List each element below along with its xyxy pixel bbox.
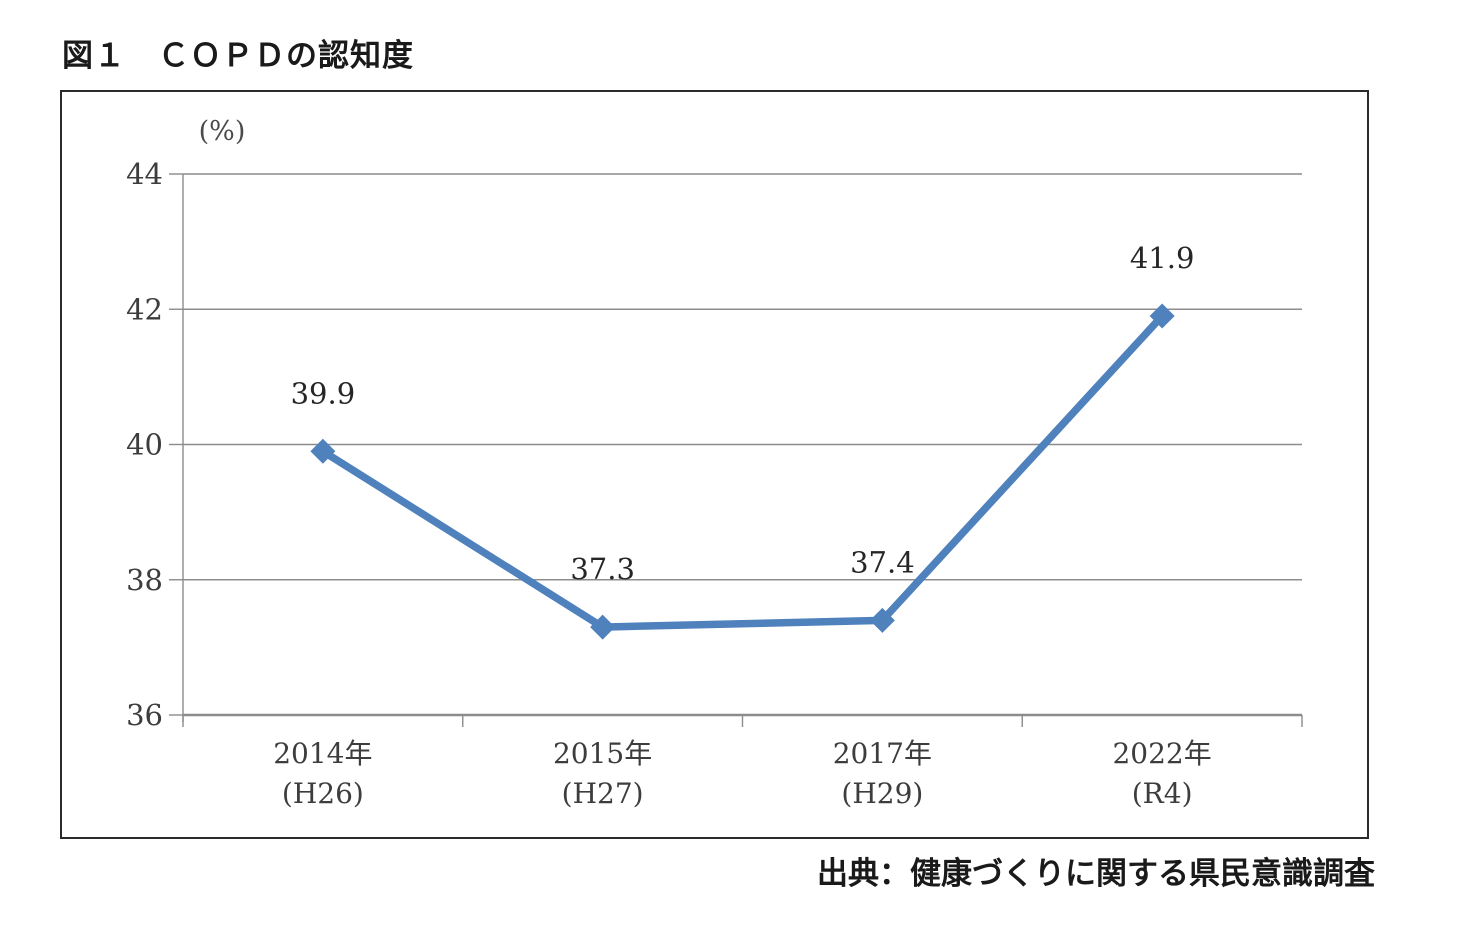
figure-title: 図１ ＣＯＰＤの認知度 <box>62 38 414 73</box>
y-tick-label: 44 <box>126 157 163 191</box>
series-line <box>319 312 1166 631</box>
chart-container: 44 42 40 38 36 (%) 2014年 (H26) 2015年 (H27) 2017年 (H… <box>60 90 1369 839</box>
x-tick-label-era: (R4) <box>1132 777 1193 810</box>
source-caption: 出典：健康づくりに関する県民意識調査 <box>817 856 1375 891</box>
line-chart: 44 42 40 38 36 (%) 2014年 (H26) 2015年 (H27) 2017年 (H… <box>126 116 1303 810</box>
x-tick-label-year: 2014年 <box>273 737 372 770</box>
y-tick-label: 38 <box>126 563 163 597</box>
y-axis-unit-label: (%) <box>199 116 246 147</box>
data-point-marker <box>590 614 616 640</box>
data-point-marker <box>310 438 336 464</box>
x-tick-label-year: 2022年 <box>1112 737 1211 770</box>
x-tick-label-era: (H29) <box>841 777 923 810</box>
y-tick-label: 40 <box>126 428 163 462</box>
data-label: 39.9 <box>291 376 356 410</box>
y-tick-label: 42 <box>126 292 163 326</box>
data-label: 37.4 <box>850 545 915 579</box>
x-tick-label-era: (H26) <box>282 777 364 810</box>
x-tick-label-year: 2015年 <box>553 737 652 770</box>
data-point-marker <box>1149 303 1175 329</box>
x-tick-label-era: (H27) <box>562 777 644 810</box>
x-tick-label-year: 2017年 <box>833 737 932 770</box>
y-tick-label: 36 <box>126 698 163 732</box>
data-point-marker <box>869 607 895 633</box>
data-label: 37.3 <box>570 552 635 586</box>
data-label: 41.9 <box>1130 241 1195 275</box>
